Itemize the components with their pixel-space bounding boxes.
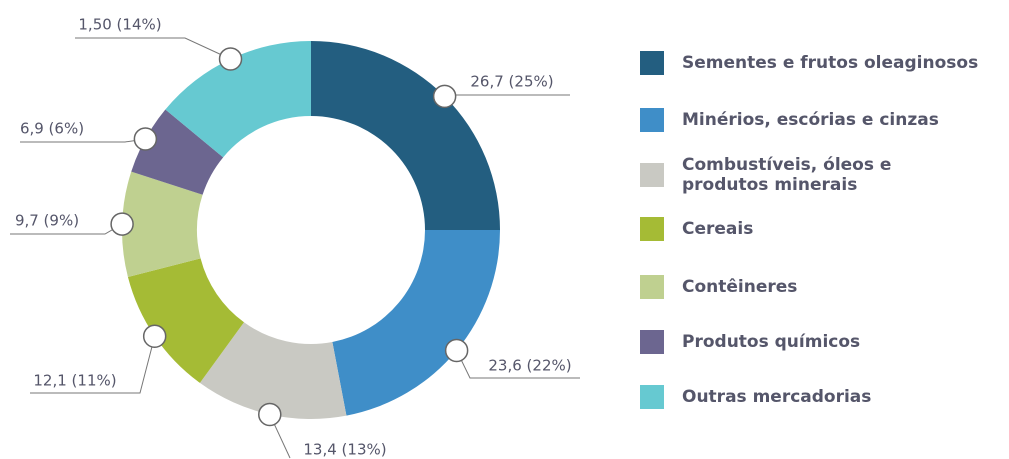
callout-dot — [110, 212, 134, 236]
legend-item: Contêineres — [640, 275, 1009, 299]
data-label: 13,4 (13%) — [303, 441, 386, 459]
legend-swatch — [640, 163, 664, 187]
donut-slice — [332, 230, 500, 416]
leader-line — [444, 94, 570, 97]
legend-label: Sementes e frutos oleaginosos — [682, 53, 979, 73]
legend-item: Cereais — [640, 217, 1009, 241]
data-label: 6,9 (6%) — [20, 120, 84, 138]
legend-label: Cereais — [682, 219, 754, 239]
legend-swatch — [640, 385, 664, 409]
callout-dot — [142, 324, 167, 348]
legend-label: Minérios, escórias e cinzas — [682, 110, 939, 130]
donut-slice — [121, 171, 203, 278]
leader-line — [30, 336, 156, 394]
leader-line — [20, 138, 146, 143]
legend-swatch — [640, 217, 664, 241]
legend-item: Sementes e frutos oleaginosos — [640, 51, 1009, 75]
legend-item: Combustíveis, óleos e produtos minerais — [640, 155, 912, 195]
callout-dot — [258, 402, 282, 427]
callout-dot — [133, 127, 158, 151]
data-label: 1,50 (14%) — [78, 16, 161, 34]
callout-dot — [218, 47, 243, 71]
legend-item: Outras mercadorias — [640, 385, 1009, 409]
legend-swatch — [640, 275, 664, 299]
legend-label: Produtos químicos — [682, 332, 861, 352]
data-label: 26,7 (25%) — [470, 73, 553, 91]
legend-swatch — [640, 51, 664, 75]
legend-item: Produtos químicos — [640, 330, 1009, 354]
donut-slice — [199, 322, 347, 419]
legend-label: Combustíveis, óleos e produtos minerais — [682, 155, 892, 195]
legend-swatch — [640, 330, 664, 354]
legend-swatch — [640, 108, 664, 132]
callout-dot — [432, 84, 457, 109]
donut-slice — [127, 258, 244, 383]
legend-item: Minérios, escórias e cinzas — [640, 108, 1009, 132]
data-label: 9,7 (9%) — [15, 212, 79, 230]
callout-dot — [444, 338, 469, 363]
legend-label: Contêineres — [682, 277, 798, 297]
data-label: 12,1 (11%) — [33, 372, 116, 390]
legend-label: Outras mercadorias — [682, 387, 872, 407]
donut-slice — [131, 109, 224, 195]
data-label: 23,6 (22%) — [488, 357, 571, 375]
donut-slice — [165, 41, 311, 158]
donut-slice — [311, 41, 500, 230]
leader-line — [75, 37, 231, 60]
